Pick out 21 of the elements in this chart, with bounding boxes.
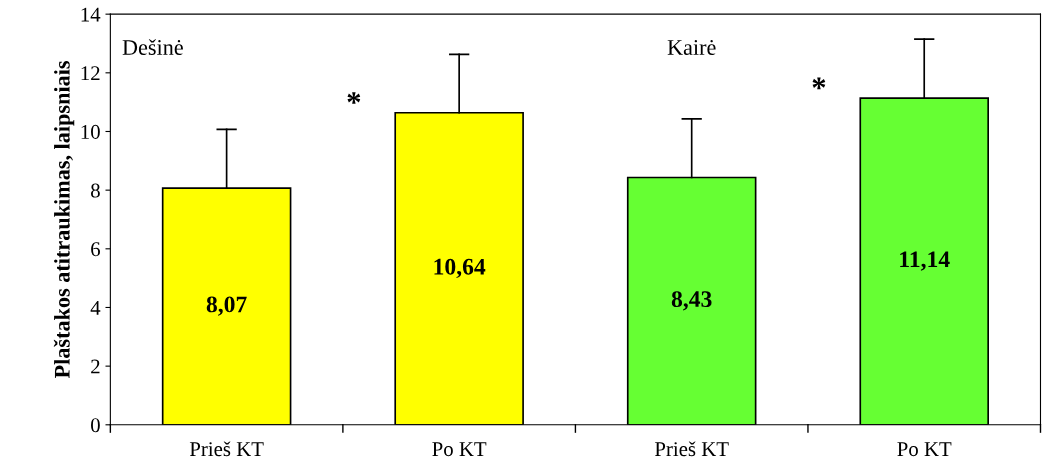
y-tick-label: 12 (81, 66, 100, 81)
y-tick-label: 6 (91, 242, 101, 257)
x-tick-label: Po KT (897, 442, 952, 457)
y-axis-title: Plaštakos atitraukimas, laipsniais (53, 61, 75, 379)
data-label: 8,43 (671, 291, 712, 311)
data-label: 10,64 (434, 258, 486, 279)
y-tick-label: 10 (81, 124, 100, 139)
annotation: * (347, 92, 361, 104)
data-label: 8,07 (206, 296, 247, 316)
y-tick-label: 8 (91, 183, 100, 198)
data-label: 11,14 (900, 251, 950, 271)
y-tick-label: 14 (81, 7, 101, 22)
annotation: Dešinė (122, 39, 183, 55)
x-tick-label: Prieš KT (189, 441, 264, 457)
x-tick-label: Prieš KT (654, 441, 729, 457)
y-tick-label: 2 (91, 359, 100, 374)
x-tick-label: Po KT (432, 442, 487, 457)
annotation: Kairė (667, 39, 716, 55)
annotation: * (812, 77, 826, 90)
y-tick-label: 4 (90, 300, 101, 315)
y-tick-label: 0 (91, 418, 100, 433)
